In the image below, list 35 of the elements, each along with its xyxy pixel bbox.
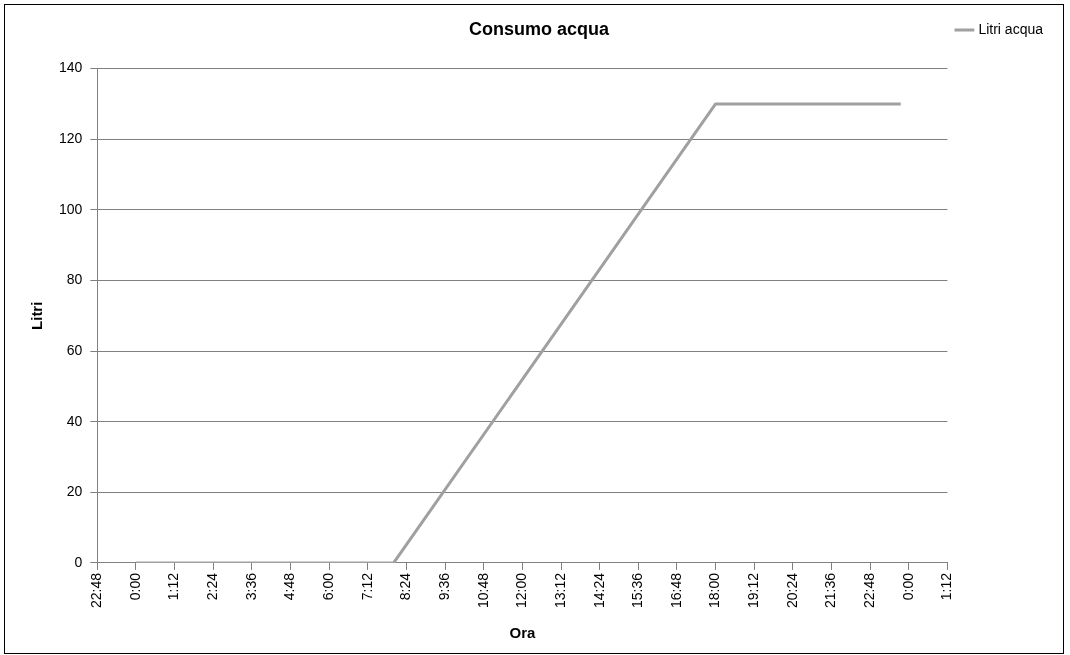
- x-tick-label: 6:00: [320, 572, 337, 601]
- x-tick-label: 1:12: [938, 572, 955, 601]
- legend-label: Litri acqua: [978, 20, 1044, 37]
- y-tick-label: 120: [59, 130, 83, 147]
- y-tick-label: 100: [59, 200, 83, 217]
- x-tick-label: 10:48: [474, 572, 491, 609]
- y-tick-label: 20: [66, 483, 83, 500]
- x-tick-label: 14:24: [590, 572, 607, 609]
- x-tick-label: 7:12: [358, 572, 375, 601]
- x-tick-label: 15:36: [629, 572, 646, 609]
- x-tick-label: 4:48: [281, 572, 298, 601]
- x-tick-label: 21:36: [822, 572, 839, 609]
- y-tick-label: 80: [66, 271, 83, 288]
- chart-title: Consumo acqua: [468, 18, 610, 39]
- y-axis-title: Litri: [28, 301, 46, 330]
- x-tick-label: 9:36: [435, 572, 452, 601]
- x-tick-label: 13:12: [551, 572, 568, 609]
- y-tick-label: 140: [59, 59, 83, 76]
- x-tick-label: 0:00: [126, 572, 143, 601]
- x-axis-title: Ora: [509, 624, 536, 642]
- x-tick-label: 12:00: [513, 572, 530, 609]
- x-tick-label: 19:12: [745, 572, 762, 609]
- y-tick-label: 0: [74, 553, 83, 570]
- x-tick-label: 1:12: [165, 572, 182, 601]
- x-tick-label: 16:48: [667, 572, 684, 609]
- x-tick-label: 22:48: [88, 572, 105, 609]
- x-tick-label: 20:24: [783, 572, 800, 609]
- y-tick-label: 60: [66, 341, 83, 358]
- x-tick-label: 22:48: [860, 572, 877, 609]
- x-tick-label: 8:24: [397, 572, 414, 601]
- x-tick-label: 2:24: [204, 572, 221, 601]
- y-tick-label: 40: [66, 412, 83, 429]
- x-tick-label: 3:36: [242, 572, 259, 601]
- x-tick-label: 0:00: [899, 572, 916, 601]
- x-tick-label: 18:00: [706, 572, 723, 609]
